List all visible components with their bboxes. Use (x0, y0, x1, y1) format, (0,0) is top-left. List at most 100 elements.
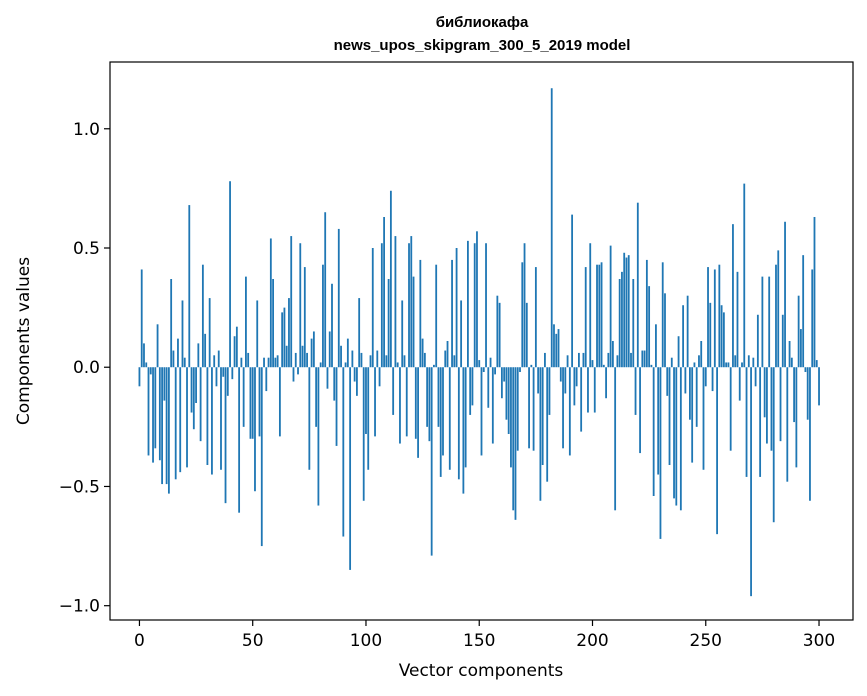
bar (534, 267, 537, 368)
y-axis-ticks: −1.0 −0.5 0.0 0.5 1.0 (59, 120, 110, 617)
bar (571, 214, 574, 368)
bar (700, 341, 703, 368)
bar (394, 236, 397, 368)
bar (206, 367, 209, 465)
bar (412, 276, 415, 368)
bar (254, 367, 256, 492)
plot-frame (109, 61, 854, 621)
bar (369, 355, 372, 368)
bar (818, 367, 820, 406)
bar (711, 367, 714, 392)
bar (507, 367, 510, 434)
bar (607, 352, 610, 368)
bar (258, 367, 261, 437)
bar (804, 367, 807, 372)
bar (439, 367, 442, 477)
bar (591, 360, 594, 368)
bar (704, 367, 707, 387)
bar (593, 367, 596, 413)
bar (573, 367, 576, 406)
bar (448, 367, 451, 470)
bar (532, 367, 535, 451)
bar (235, 326, 238, 368)
bar (408, 243, 410, 368)
bar (738, 367, 741, 401)
bar (621, 271, 623, 368)
bar (399, 367, 401, 444)
bar (655, 324, 657, 368)
bar (143, 343, 145, 368)
bar (777, 250, 780, 368)
bar (686, 295, 689, 368)
y-axis-label: Components values (14, 257, 34, 425)
bar (201, 264, 204, 368)
bar (419, 259, 422, 368)
bar (281, 312, 284, 368)
bar (276, 355, 279, 368)
bar (741, 362, 743, 368)
chart-title: библиокафа (436, 14, 529, 31)
bar (283, 307, 286, 368)
bar (288, 298, 290, 368)
bar (689, 367, 691, 420)
bar (360, 352, 363, 368)
bar (199, 367, 202, 442)
bar (310, 338, 313, 368)
bar (539, 367, 542, 501)
bar (263, 357, 265, 368)
bar (528, 367, 530, 449)
bar (582, 352, 585, 368)
bar (460, 300, 463, 368)
bar (242, 367, 245, 427)
bar (346, 338, 349, 368)
bar (516, 367, 519, 451)
bar (256, 300, 259, 368)
bar (403, 355, 406, 368)
bar (605, 367, 607, 399)
bar (285, 345, 288, 368)
bar (546, 367, 549, 482)
bar (297, 367, 299, 375)
bar (589, 243, 592, 368)
bar (376, 350, 379, 368)
bar (544, 352, 546, 368)
bar (247, 352, 250, 368)
bar (557, 329, 560, 368)
bar (514, 367, 517, 520)
bar (401, 300, 404, 368)
bar (541, 367, 544, 465)
x-tick-label: 250 (690, 631, 722, 651)
bar (602, 364, 605, 368)
bar (770, 367, 773, 451)
bar (138, 367, 141, 387)
bar (269, 238, 272, 368)
bar (152, 367, 154, 463)
bar (625, 257, 628, 368)
bar (389, 190, 392, 368)
bar (786, 367, 789, 482)
bars-group (138, 88, 820, 597)
bar (378, 367, 381, 387)
bar (555, 333, 558, 368)
bar (462, 367, 465, 494)
bar (426, 367, 429, 427)
bar (679, 367, 682, 511)
bar (632, 279, 635, 368)
bar (668, 367, 671, 465)
bar (745, 367, 748, 477)
bar (482, 367, 485, 372)
bar (523, 243, 526, 368)
x-tick-label: 0 (134, 631, 145, 651)
bar (716, 367, 718, 535)
bar (537, 367, 540, 394)
bar (494, 367, 496, 375)
bar (245, 276, 247, 368)
bar (349, 367, 352, 570)
bar (781, 314, 784, 368)
bar (505, 367, 508, 420)
bar (149, 367, 152, 375)
bar (616, 355, 619, 368)
bar (559, 367, 562, 382)
bar (811, 269, 814, 368)
